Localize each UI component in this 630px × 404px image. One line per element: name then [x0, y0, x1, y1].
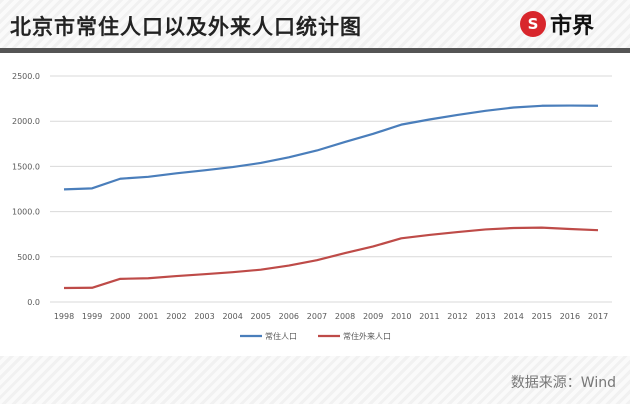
y-tick-label: 0.0	[27, 298, 40, 307]
x-tick-label: 2001	[138, 312, 158, 321]
logo-icon: S	[520, 11, 546, 37]
x-tick-label: 2015	[532, 312, 552, 321]
page-title: 北京市常住人口以及外来人口统计图	[10, 15, 362, 39]
y-tick-label: 1000.0	[12, 208, 40, 217]
legend-label: 常住外来人口	[343, 331, 391, 341]
x-tick-label: 2005	[251, 312, 271, 321]
x-tick-label: 2017	[588, 312, 608, 321]
x-tick-label: 2014	[504, 312, 524, 321]
series-line-2	[63, 226, 599, 290]
logo: S 市界	[520, 8, 594, 40]
y-tick-label: 500.0	[17, 253, 40, 262]
x-tick-label: 2016	[560, 312, 580, 321]
x-tick-label: 2002	[166, 312, 186, 321]
x-tick-label: 1999	[82, 312, 102, 321]
x-tick-label: 2007	[307, 312, 327, 321]
x-tick-label: 2013	[475, 312, 495, 321]
y-tick-label: 2500.0	[12, 72, 40, 81]
x-tick-label: 2008	[335, 312, 355, 321]
header: 北京市常住人口以及外来人口统计图 S 市界	[0, 0, 630, 48]
series-line-1	[63, 104, 599, 191]
x-tick-label: 2004	[222, 312, 242, 321]
x-tick-label: 2003	[194, 312, 214, 321]
line-chart: 0.0 500.0 1000.0 1500.0 2000.0 2500.0 1998 1999…	[12, 72, 612, 341]
data-source: 数据来源：Wind	[510, 375, 616, 391]
y-tick-label: 1500.0	[12, 162, 40, 171]
x-tick-label: 1998	[54, 312, 74, 321]
x-tick-label: 2012	[447, 312, 467, 321]
x-tick-label: 2006	[279, 312, 299, 321]
y-tick-label: 2000.0	[12, 117, 40, 126]
x-tick-label: 2000	[110, 312, 130, 321]
legend-label: 常住人口	[265, 331, 297, 341]
x-tick-label: 2011	[419, 312, 439, 321]
x-tick-label: 2010	[391, 312, 411, 321]
logo-text: 市界	[550, 14, 595, 39]
footer: 数据来源：Wind	[0, 356, 630, 404]
header-divider	[0, 48, 630, 53]
x-tick-label: 2009	[363, 312, 383, 321]
